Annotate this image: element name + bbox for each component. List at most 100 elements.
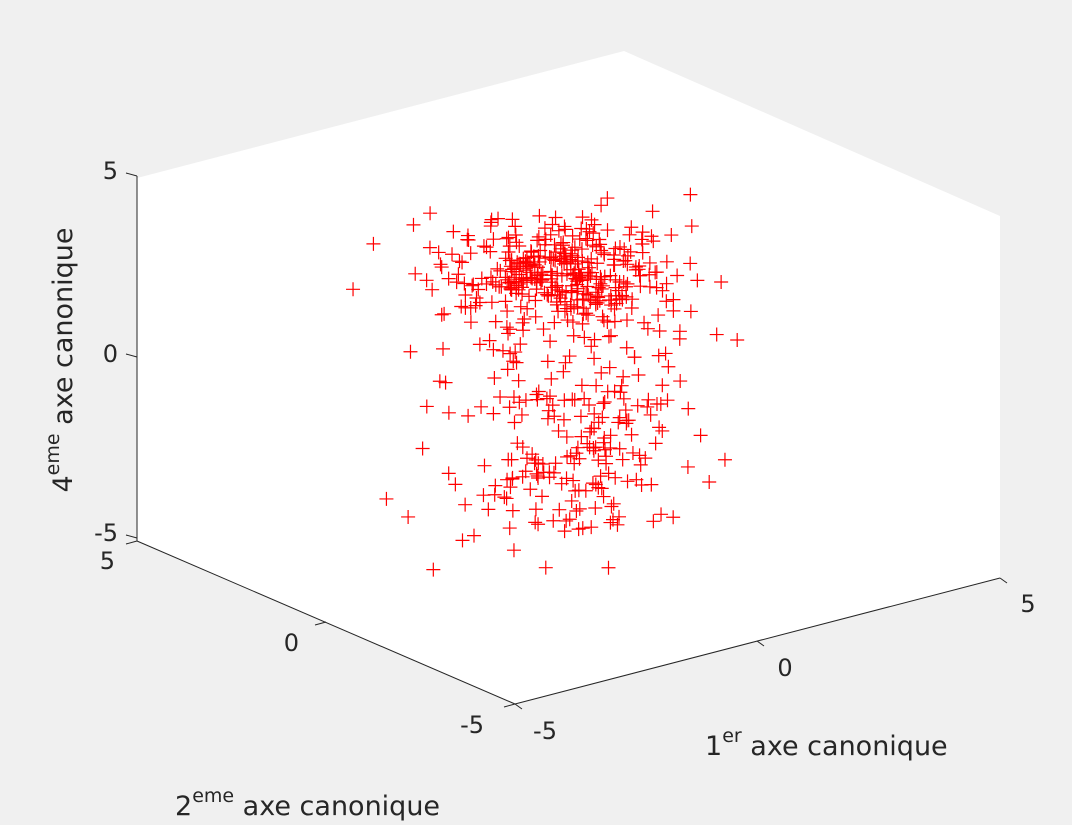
data-point: [505, 472, 520, 487]
z-tick-label: -5: [94, 519, 118, 547]
data-point: [615, 452, 630, 467]
data-point: [684, 219, 699, 234]
data-point: [590, 256, 605, 271]
data-point: [451, 267, 466, 282]
data-point: [448, 477, 463, 492]
data-point: [441, 405, 456, 420]
data-point: [717, 452, 732, 467]
y-axis-title-rest: axe canonique: [234, 791, 440, 822]
data-point: [596, 396, 611, 411]
data-point: [486, 342, 501, 357]
data-point: [550, 282, 565, 297]
data-point: [666, 510, 681, 525]
data-point: [568, 483, 583, 498]
data-point: [501, 452, 516, 467]
data-point: [517, 312, 532, 327]
data-point: [624, 427, 639, 442]
data-point: [661, 359, 676, 374]
data-point: [434, 260, 449, 275]
data-point: [477, 458, 492, 473]
data-point: [596, 489, 611, 504]
data-point: [640, 399, 655, 414]
data-point: [476, 488, 491, 503]
data-point: [498, 294, 513, 309]
data-point: [630, 398, 645, 413]
data-point: [601, 329, 616, 344]
data-point: [495, 343, 510, 358]
data-point: [502, 521, 517, 536]
data-point: [559, 285, 574, 300]
data-point: [526, 249, 541, 264]
data-point: [600, 223, 615, 238]
data-point: [600, 384, 615, 399]
data-point: [664, 228, 679, 243]
data-point: [425, 282, 440, 297]
data-point: [531, 517, 546, 532]
data-point: [518, 254, 533, 269]
data-point: [548, 210, 563, 225]
data-point: [611, 283, 626, 298]
data-point: [604, 293, 619, 308]
data-point: [483, 219, 498, 234]
data-point: [501, 245, 516, 260]
data-point: [584, 339, 599, 354]
data-point: [537, 285, 552, 300]
y-tick-label: 5: [100, 547, 115, 575]
data-point: [672, 324, 687, 339]
data-point: [432, 374, 447, 389]
data-point: [612, 441, 627, 456]
data-point: [558, 355, 573, 370]
data-point: [455, 533, 470, 548]
data-point: [574, 242, 589, 257]
data-point: [603, 328, 618, 343]
data-point: [588, 477, 603, 492]
data-point: [730, 332, 745, 347]
data-point: [485, 274, 500, 289]
data-point: [589, 272, 604, 287]
data-point: [507, 415, 522, 430]
data-point: [558, 222, 573, 237]
data-point: [577, 330, 592, 345]
data-point: [543, 334, 558, 349]
data-point: [652, 323, 667, 338]
data-point: [498, 251, 513, 266]
data-point: [642, 255, 657, 270]
data-point: [544, 250, 559, 265]
data-point: [463, 315, 478, 330]
data-point: [419, 399, 434, 414]
data-point: [569, 503, 584, 518]
data-point: [559, 429, 574, 444]
data-point: [594, 365, 609, 380]
data-point: [575, 316, 590, 331]
data-point: [457, 276, 472, 291]
data-point: [501, 230, 516, 245]
data-point: [502, 400, 517, 415]
data-point: [569, 446, 584, 461]
data-point: [557, 393, 572, 408]
data-point: [601, 560, 616, 575]
data-point: [504, 282, 519, 297]
data-point: [419, 273, 434, 288]
data-point: [560, 255, 575, 270]
data-point: [505, 212, 520, 227]
data-point: [596, 278, 611, 293]
data-point: [552, 502, 567, 517]
data-point: [476, 239, 491, 254]
x-tick-label: 0: [777, 654, 792, 682]
data-point: [628, 260, 643, 275]
data-point: [471, 282, 486, 297]
data-point: [500, 272, 515, 287]
data-point: [659, 254, 674, 269]
data-point: [493, 389, 508, 404]
data-point: [587, 351, 602, 366]
data-point: [648, 265, 663, 280]
data-point: [642, 279, 657, 294]
data-point: [702, 474, 717, 489]
data-point: [635, 245, 650, 260]
data-point: [564, 493, 579, 508]
data-point: [651, 308, 666, 323]
z-axis-title: 4eme axe canonique: [42, 227, 79, 492]
data-point: [659, 276, 674, 291]
data-point: [551, 423, 566, 438]
data-point: [557, 256, 572, 271]
